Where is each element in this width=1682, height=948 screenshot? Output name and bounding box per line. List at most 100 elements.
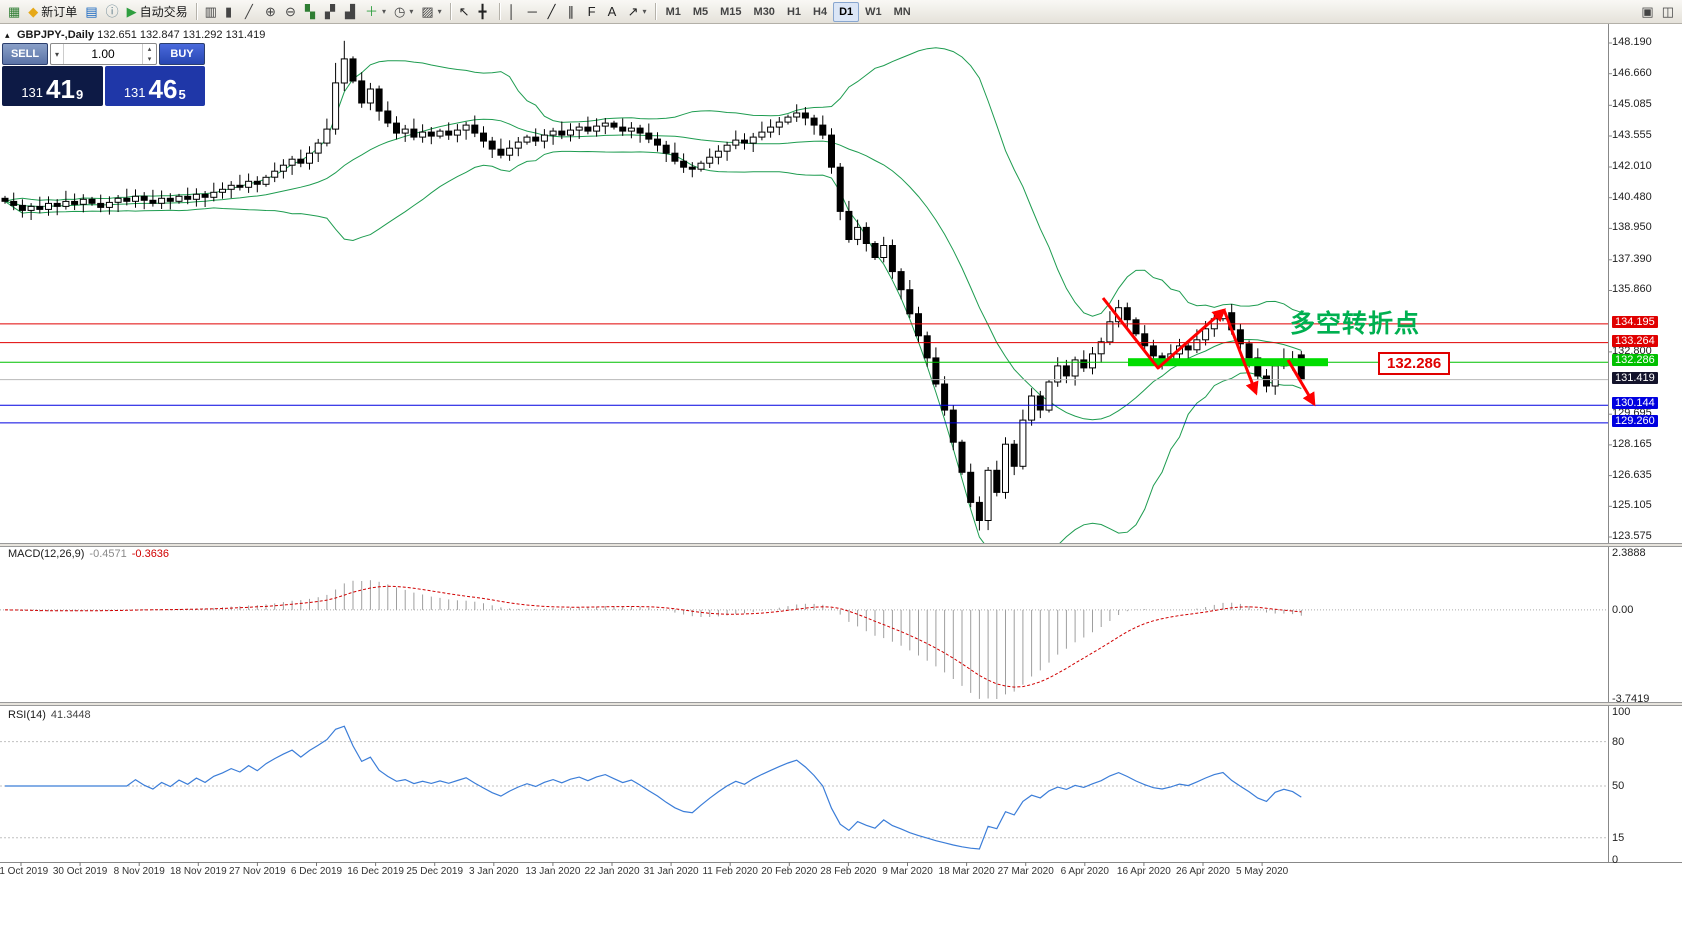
- periods-dropdown-icon: ▾: [409, 7, 414, 16]
- support-price-tag[interactable]: 132.286: [1378, 352, 1451, 375]
- timeframe-m30-button[interactable]: M30: [748, 2, 781, 22]
- timeframe-m15-button[interactable]: M15: [714, 2, 747, 22]
- macd-panel-separator[interactable]: [0, 543, 1682, 547]
- candlestick-series: [1, 40, 1305, 531]
- volume-up-icon[interactable]: ▴: [147, 45, 152, 53]
- text-label-button[interactable]: A: [604, 2, 624, 22]
- new-order-icon: ◆: [28, 4, 39, 19]
- equidistant-channel-button[interactable]: ∥: [564, 2, 584, 22]
- macd-name: MACD(12,26,9): [8, 548, 85, 560]
- data-window-icon: ⓘ: [105, 4, 119, 19]
- periods-button[interactable]: ◷ ▾: [390, 2, 417, 22]
- autotrading-button[interactable]: ▶ 自动交易: [123, 2, 192, 22]
- zoom-in-icon: ⊕: [264, 4, 276, 19]
- zoom-out-icon: ⊖: [284, 4, 296, 19]
- trend-arrow-1[interactable]: [1101, 297, 1227, 370]
- trendline-button[interactable]: ╱: [544, 2, 564, 22]
- cascade-windows-button[interactable]: ▞: [321, 2, 341, 22]
- crosshair-button[interactable]: ╋: [475, 2, 495, 22]
- vertical-line-icon: │: [507, 4, 516, 19]
- rsi-line: [5, 725, 1302, 850]
- float-window-button[interactable]: ◫: [1658, 2, 1678, 22]
- macd-value-main: -0.4571: [89, 548, 127, 560]
- timeframe-mn-button[interactable]: MN: [888, 2, 917, 22]
- volume-spinner: ▴ ▾: [142, 44, 156, 64]
- cursor-button[interactable]: ↖: [455, 2, 475, 22]
- buy-price-point: 5: [178, 87, 186, 102]
- chart-candles-icon: ▮: [224, 4, 233, 19]
- chart-title: GBPJPY-,Daily 132.651 132.847 131.292 13…: [17, 29, 265, 41]
- data-window-button[interactable]: ⓘ: [102, 2, 123, 22]
- chart-bars-icon: ▥: [204, 4, 217, 19]
- arrows-tool-button[interactable]: ↗ ▾: [624, 2, 651, 22]
- trend-arrow-2[interactable]: [1222, 309, 1259, 396]
- timeframe-m5-button[interactable]: M5: [687, 2, 714, 22]
- autotrading-label: 自动交易: [139, 5, 188, 19]
- rsi-panel-content: [0, 725, 1608, 850]
- equidistant-channel-icon: ∥: [567, 4, 575, 19]
- volume-down-icon[interactable]: ▾: [147, 55, 152, 63]
- support-bar[interactable]: [1128, 358, 1328, 367]
- chart-candles-button[interactable]: ▮: [221, 2, 241, 22]
- toolbar-separator: [195, 3, 197, 20]
- templates-dropdown-icon: ▾: [437, 7, 442, 16]
- indicators-button[interactable]: ＋ ▾: [361, 2, 390, 22]
- fibonacci-button[interactable]: F: [584, 2, 604, 22]
- toolbar-separator: [498, 3, 500, 20]
- new-order-button[interactable]: ◆ 新订单: [24, 2, 81, 22]
- tile-windows-button[interactable]: ▚: [301, 2, 321, 22]
- timeframe-h4-button[interactable]: H4: [807, 2, 833, 22]
- sell-price-big-figure: 131: [21, 85, 44, 100]
- level-lines[interactable]: [0, 297, 1608, 424]
- profiles-button[interactable]: ▤: [81, 2, 101, 22]
- timeframe-m1-button[interactable]: M1: [660, 2, 687, 22]
- ohlc-values: 132.651 132.847 131.292 131.419: [97, 29, 266, 41]
- trendline-icon: ╱: [547, 4, 556, 19]
- timeframe-w1-button[interactable]: W1: [859, 2, 888, 22]
- chart-line-button[interactable]: ╱: [241, 2, 261, 22]
- buy-price[interactable]: 131 46 5: [104, 66, 205, 106]
- volume-dropdown-icon[interactable]: ▾: [51, 44, 64, 64]
- zoom-in-button[interactable]: ⊕: [261, 2, 281, 22]
- toolbar-separator: [449, 3, 451, 20]
- toolbar-left-group: ▦ ◆ 新订单 ▤ ⓘ ▶ 自动交易 ▥ ▮ ╱ ⊕ ⊖ ▚ ▞ ▟ ＋ ▾ ◷ ▾ ▨ ▾ ↖ ╋ │ ─ ╱ ∥ F A ↗ ▾ M1 M5…: [4, 0, 917, 23]
- chart-line-icon: ╱: [244, 4, 253, 19]
- one-click-toggle-icon[interactable]: ▴: [5, 30, 10, 40]
- rsi-name: RSI(14): [8, 709, 46, 721]
- buy-price-big-figure: 131: [123, 85, 146, 100]
- horizontal-line-button[interactable]: ─: [524, 2, 544, 22]
- trend-arrow-3[interactable]: [1286, 359, 1316, 407]
- new-chart-icon: ▦: [8, 4, 21, 19]
- volume-control: ▾ ▴ ▾: [50, 43, 157, 65]
- text-label-icon: A: [607, 4, 617, 19]
- bollinger-bands: [4, 47, 1302, 543]
- volume-input[interactable]: [64, 44, 142, 64]
- zoom-out-button[interactable]: ⊖: [281, 2, 301, 22]
- buy-button[interactable]: BUY: [159, 43, 205, 65]
- rsi-value: 41.3448: [50, 709, 91, 721]
- arrange-windows-button[interactable]: ▟: [341, 2, 361, 22]
- turning-point-annotation[interactable]: 多空转折点: [1290, 310, 1421, 338]
- indicators-icon: ＋: [364, 4, 378, 19]
- arrows-tool-dropdown-icon: ▾: [642, 7, 647, 16]
- vertical-line-button[interactable]: │: [504, 2, 524, 22]
- templates-button[interactable]: ▨ ▾: [417, 2, 445, 22]
- buy-price-pips: 46: [148, 74, 178, 104]
- sell-button[interactable]: SELL: [2, 43, 48, 65]
- timeframe-d1-button[interactable]: D1: [833, 1, 860, 22]
- tile-windows-icon: ▚: [304, 4, 315, 19]
- rsi-indicator-label: RSI(14) 41.3448: [8, 709, 91, 721]
- new-chart-button[interactable]: ▦: [4, 2, 24, 22]
- arrows-tool-icon: ↗: [627, 4, 639, 19]
- sell-price-pips: 41: [46, 74, 75, 104]
- chart-bars-button[interactable]: ▥: [201, 2, 221, 22]
- arrange-windows-icon: ▟: [344, 4, 355, 19]
- sell-price[interactable]: 131 41 9: [2, 66, 103, 106]
- dock-window-button[interactable]: ▣: [1637, 2, 1657, 22]
- new-order-label: 新订单: [41, 5, 78, 19]
- rsi-panel-separator[interactable]: [0, 702, 1682, 706]
- indicators-dropdown-icon: ▾: [381, 7, 386, 16]
- timeframe-h1-button[interactable]: H1: [781, 2, 807, 22]
- crosshair-icon: ╋: [478, 4, 487, 19]
